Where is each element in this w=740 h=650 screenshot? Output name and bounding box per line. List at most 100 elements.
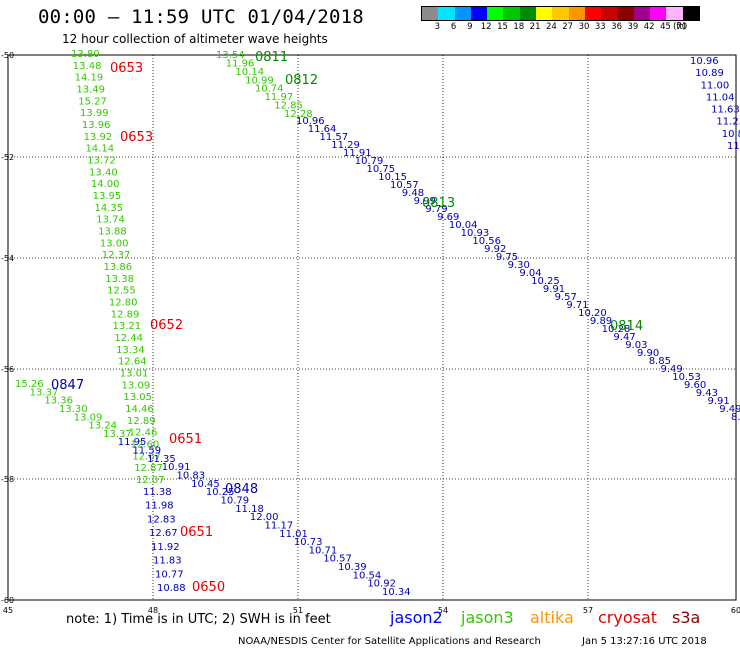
swh-value-jason2-track: 10.8	[722, 129, 740, 140]
swh-value-track: 10.77	[155, 569, 184, 580]
swh-value-jason2-track: 9.75	[496, 252, 518, 263]
swh-value-cryosat-track: 13.40	[89, 167, 118, 178]
y-tick-label: -56	[1, 365, 14, 374]
swh-value-jason2-track: 10.20	[578, 308, 607, 319]
swh-value-jason2-track: 9.49	[719, 404, 740, 415]
swh-value-cryosat-track: 12.80	[109, 298, 138, 309]
legend-label: 30	[578, 22, 590, 32]
swh-value-cryosat-track: 12.55	[107, 286, 136, 297]
legend-label: 45	[660, 22, 671, 32]
swh-value-jason2-track: 10.56	[472, 236, 501, 247]
legend-label: 12	[480, 22, 492, 32]
swh-value-jason2-track: 11.04	[706, 92, 735, 103]
swh-value-jason2-track: 10.39	[338, 562, 367, 573]
swh-value-jason3-track: 11.97	[265, 92, 294, 103]
time-label: 0811	[255, 50, 288, 65]
swh-value-jason2-track: 8.85	[649, 356, 671, 367]
swh-value-jason2-track: 10.96	[296, 116, 325, 127]
swh-value-jason2-track: 11.00	[701, 80, 730, 91]
swh-value-jason2-track: 9.69	[437, 212, 459, 223]
swh-value-jason2-track: 10.89	[695, 68, 724, 79]
legend-label: 42	[643, 22, 655, 32]
swh-value-jason2-track: 13.37	[103, 429, 132, 440]
time-label: 0653	[110, 61, 143, 76]
swh-value-jason2-track: 13.24	[88, 421, 117, 432]
legend-label: 18	[513, 22, 525, 32]
swh-value-jason2-track: 11.18	[235, 504, 264, 515]
swh-value-jason2-track: 9.90	[637, 348, 659, 359]
y-tick-label: -54	[1, 254, 14, 263]
time-label: 0653	[120, 130, 153, 145]
map-frame	[7, 54, 737, 601]
swh-value-jason2-track: 11.23	[716, 117, 740, 128]
time-label: 0848	[225, 482, 258, 497]
swh-value-jason2-track: 9.48	[402, 188, 424, 199]
legend-swatch	[438, 7, 455, 20]
swh-value-jason2-track: 10.25	[206, 487, 235, 498]
legend-swatch	[682, 7, 700, 20]
swh-value-jason2-track: 10.79	[221, 495, 250, 506]
time-label: 0651	[169, 432, 202, 447]
swh-value-track: 11.98	[145, 501, 174, 512]
legend-color-bar	[421, 6, 701, 21]
swh-value-jason2-track: 9.57	[555, 292, 577, 303]
swh-value-jason3-track: 12.28	[284, 109, 313, 120]
swh-value-jason3-track: 10.14	[235, 67, 264, 78]
legend-swatch	[650, 7, 667, 20]
swh-value-jason2-track: 10.71	[309, 545, 338, 556]
sat-altika: altika	[530, 608, 574, 627]
swh-value-cryosat-track: 15.27	[78, 96, 107, 107]
swh-value-jason3-track: 13.54	[216, 50, 245, 61]
legend-label: 6	[450, 22, 457, 32]
swh-value-cryosat-track: 13.95	[93, 191, 122, 202]
swh-value-cryosat-track: 14.00	[91, 179, 120, 190]
swh-value-jason2-track: 13.37	[30, 387, 59, 398]
swh-value-jason2-track: 10.28	[602, 324, 631, 335]
swh-value-track: 12.67	[149, 528, 178, 539]
swh-value-jason3-track: 11.96	[226, 58, 255, 69]
swh-value-jason2-track: 15.26	[15, 379, 44, 390]
legend-swatch	[666, 7, 683, 20]
x-tick-label: 45	[3, 606, 13, 615]
swh-value-jason2-track: 11.64	[308, 124, 337, 135]
swh-value-jason2-track: 10.92	[367, 579, 396, 590]
swh-value-jason2-track: 11.57	[320, 132, 349, 143]
swh-value-cryosat-track: 13.96	[82, 120, 111, 131]
swh-value-jason2-track: 10.57	[323, 554, 352, 565]
swh-value-cryosat-track: 14.19	[75, 73, 104, 84]
x-tick-label: 54	[438, 606, 448, 615]
legend-swatch	[601, 7, 618, 20]
swh-value-track: 11.92	[151, 542, 180, 553]
legend-label: 39	[627, 22, 639, 32]
swh-value-cryosat-track: 13.88	[98, 227, 127, 238]
swh-value-jason2-track: 9.03	[625, 340, 647, 351]
legend-swatch	[422, 7, 439, 20]
swh-value-jason2-track: 11	[727, 141, 740, 152]
page-subtitle: 12 hour collection of altimeter wave hei…	[62, 32, 328, 46]
x-tick-label: 48	[148, 606, 158, 615]
legend-label: 70	[676, 22, 688, 32]
swh-value-cryosat-track: 12.60	[131, 440, 160, 451]
swh-value-cryosat-track: 12.89	[127, 416, 156, 427]
swh-value-jason2-track: 11.63	[711, 105, 740, 116]
swh-value-cryosat-track: 12.46	[129, 428, 158, 439]
swh-value-jason2-track: 13.30	[59, 404, 88, 415]
footer-note: note: 1) Time is in UTC; 2) SWH is in fe…	[66, 612, 331, 627]
page-title: 00:00 – 11:59 UTC 01/04/2018	[38, 6, 364, 28]
swh-value-jason2-track: 9.43	[696, 388, 718, 399]
legend-label: 33	[594, 22, 606, 32]
swh-value-cryosat-track: 12.64	[118, 357, 147, 368]
swh-value-jason2-track: 11.91	[343, 148, 372, 159]
swh-value-cryosat-track: 13.72	[87, 156, 116, 167]
swh-value-jason2-track: 10.45	[191, 479, 220, 490]
legend-label: 27	[562, 22, 574, 32]
swh-value-jason2-track: 11.95	[118, 437, 147, 448]
legend-swatch	[552, 7, 569, 20]
swh-value-jason2-track: 10.57	[390, 180, 419, 191]
legend-unit: (ft)	[673, 22, 686, 32]
swh-value-jason2-track: 9.71	[566, 300, 588, 311]
swh-value-jason2-track: 11.17	[265, 520, 294, 531]
sat-jason3: jason3	[461, 608, 514, 627]
swh-value-cryosat-track: 13.86	[104, 262, 133, 273]
